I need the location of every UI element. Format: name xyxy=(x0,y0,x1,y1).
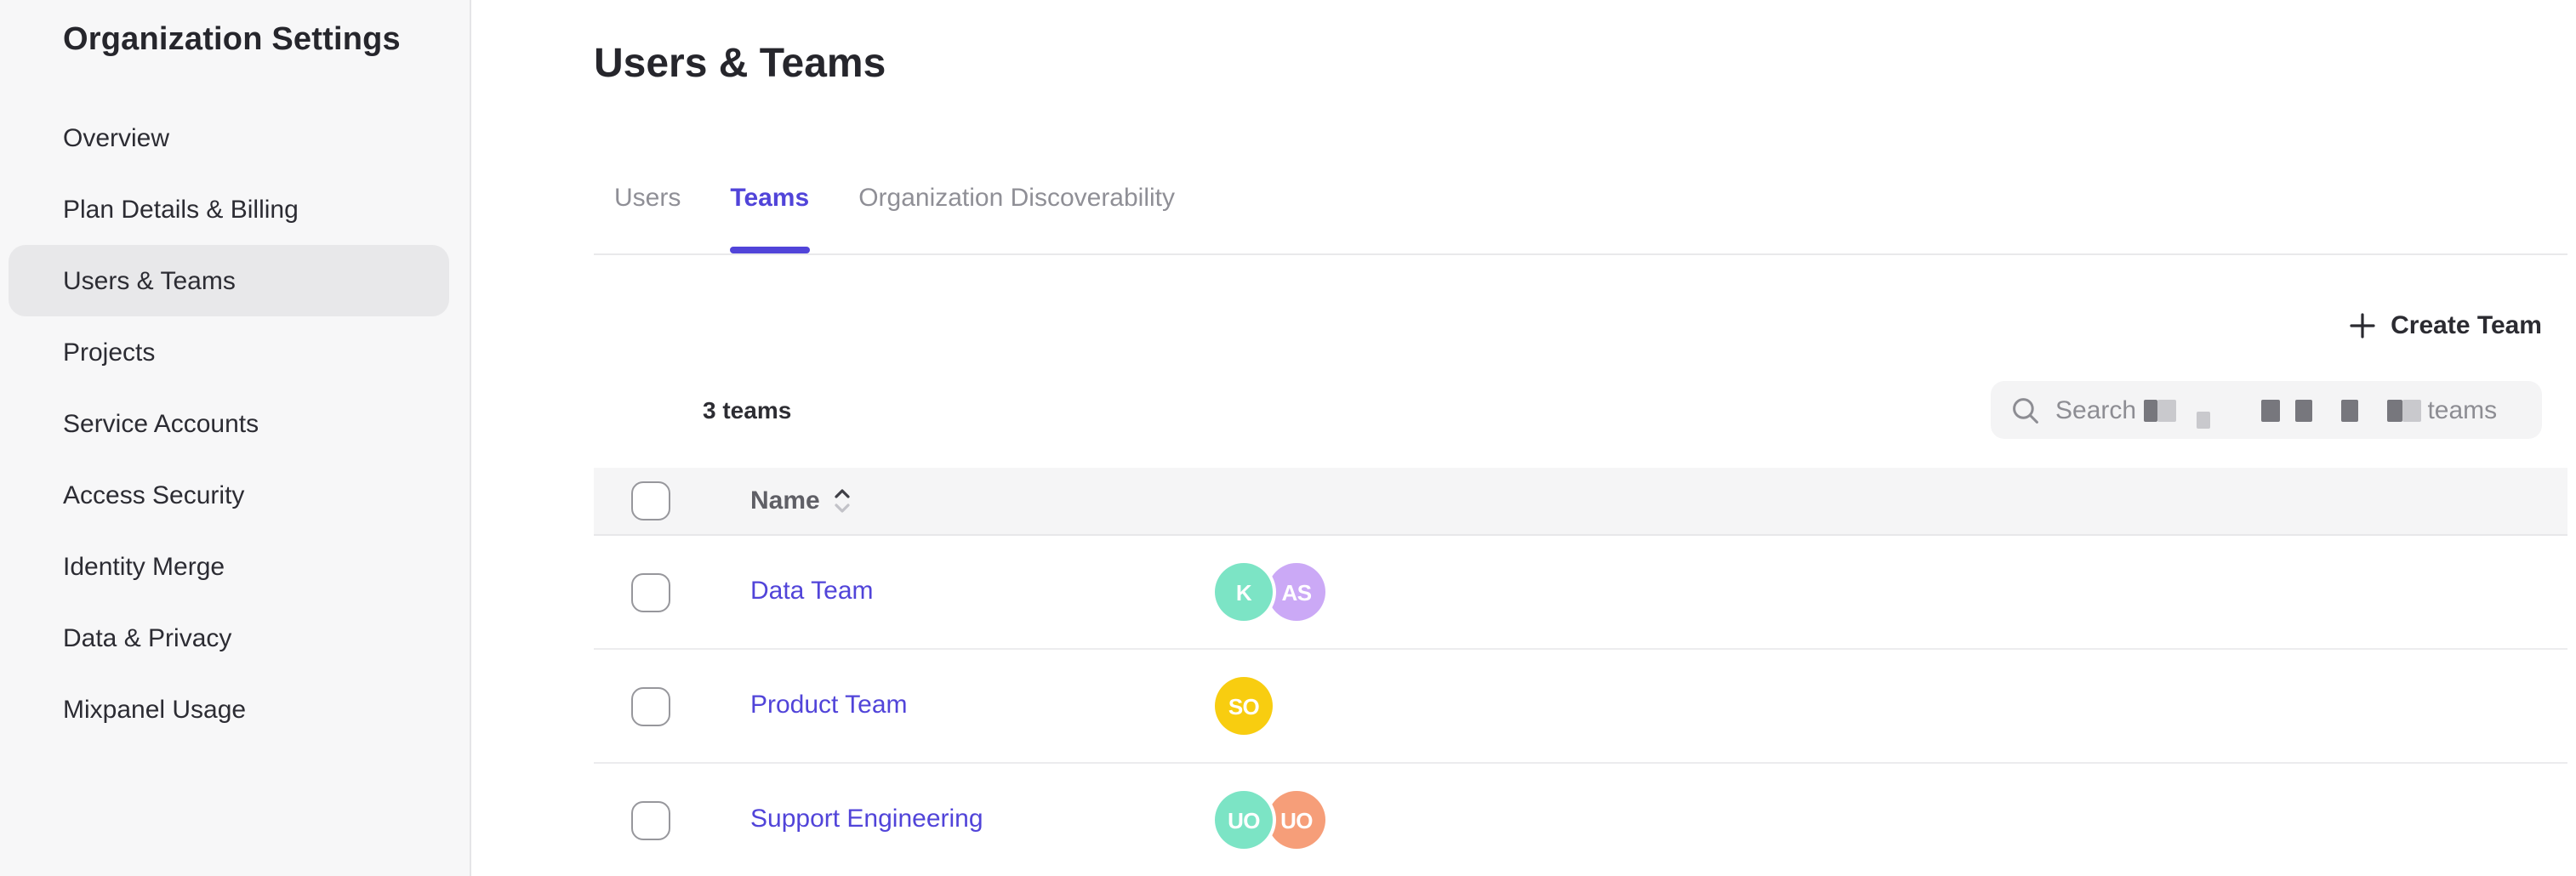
row-checkbox[interactable] xyxy=(631,572,670,611)
sidebar-item-label: Data & Privacy xyxy=(63,623,232,652)
sidebar-title: Organization Settings xyxy=(63,22,401,58)
member-avatar-stack: K AS xyxy=(1215,563,1325,621)
redacted-text-block xyxy=(2402,400,2421,423)
row-checkbox[interactable] xyxy=(631,686,670,725)
sidebar-item-label: Identity Merge xyxy=(63,552,225,581)
team-name-link[interactable]: Data Team xyxy=(750,577,874,606)
sidebar-item-mixpanel-usage[interactable]: Mixpanel Usage xyxy=(9,674,449,745)
sidebar-item-access-security[interactable]: Access Security xyxy=(9,459,449,531)
table-header-row: Name xyxy=(594,468,2567,536)
tab-users[interactable]: Users xyxy=(614,184,681,213)
member-avatar: K xyxy=(1215,563,1273,621)
sidebar-item-label: Projects xyxy=(63,338,156,367)
table-row: Data Team K AS xyxy=(594,536,2567,650)
select-all-checkbox[interactable] xyxy=(631,481,670,520)
sidebar-item-label: Mixpanel Usage xyxy=(63,695,247,724)
member-avatar: SO xyxy=(1215,677,1273,735)
teams-count: 3 teams xyxy=(703,396,792,424)
redacted-text-block xyxy=(2261,400,2281,423)
tab-organization-discoverability[interactable]: Organization Discoverability xyxy=(858,184,1176,213)
teams-table: Name Data Team K AS Product Team SO Support E… xyxy=(594,468,2567,876)
sidebar-item-identity-merge[interactable]: Identity Merge xyxy=(9,531,449,602)
table-row: Support Engineering UO UO xyxy=(594,764,2567,876)
page-title: Users & Teams xyxy=(594,41,886,87)
main-content: Users & Teams Users Teams Organization Dis… xyxy=(471,0,2576,876)
redacted-text-block xyxy=(2295,400,2313,423)
member-avatar: AS xyxy=(1268,563,1325,621)
redacted-text-block xyxy=(2196,411,2210,429)
member-avatar: UO xyxy=(1215,791,1273,849)
redacted-text-block xyxy=(2143,400,2157,423)
create-team-label: Create Team xyxy=(2391,310,2542,339)
row-checkbox[interactable] xyxy=(631,800,670,839)
sidebar-item-label: Users & Teams xyxy=(63,266,236,295)
plus-icon xyxy=(2350,312,2375,338)
table-row: Product Team SO xyxy=(594,650,2567,764)
search-icon xyxy=(2013,397,2038,423)
sidebar-item-label: Access Security xyxy=(63,481,245,509)
member-avatar-stack: SO xyxy=(1215,677,1273,735)
table-body: Data Team K AS Product Team SO Support Engine… xyxy=(594,536,2567,876)
sidebar-nav: Overview Plan Details & Billing Users & Te… xyxy=(9,102,449,745)
create-team-button[interactable]: Create Team xyxy=(2350,310,2542,339)
settings-sidebar: Organization Settings Overview Plan Detai… xyxy=(0,0,471,876)
search-input[interactable]: Search teams xyxy=(1991,381,2542,439)
search-placeholder: Search teams xyxy=(2055,395,2498,429)
tab-teams[interactable]: Teams xyxy=(730,168,811,253)
team-name-link[interactable]: Product Team xyxy=(750,691,908,720)
team-name-link[interactable]: Support Engineering xyxy=(750,805,983,833)
tab-bar: Users Teams Organization Discoverability xyxy=(594,168,2567,255)
search-placeholder-suffix: teams xyxy=(2427,395,2498,424)
redacted-text-block xyxy=(2386,400,2402,423)
table-controls-row: 3 teams Search teams xyxy=(594,381,2542,439)
sidebar-item-projects[interactable]: Projects xyxy=(9,316,449,388)
sidebar-item-label: Overview xyxy=(63,123,170,152)
sidebar-item-service-accounts[interactable]: Service Accounts xyxy=(9,388,449,459)
name-column-header: Name xyxy=(750,486,820,515)
sort-icon[interactable] xyxy=(834,488,851,514)
sidebar-item-label: Service Accounts xyxy=(63,409,259,438)
search-placeholder-prefix: Search xyxy=(2055,395,2137,424)
sidebar-item-label: Plan Details & Billing xyxy=(63,195,299,224)
sidebar-item-overview[interactable]: Overview xyxy=(9,102,449,173)
sidebar-item-users-teams[interactable]: Users & Teams xyxy=(9,245,449,316)
redacted-text-block xyxy=(2341,400,2359,423)
create-team-row: Create Team xyxy=(594,253,2542,396)
sidebar-item-plan-details-billing[interactable]: Plan Details & Billing xyxy=(9,173,449,245)
member-avatar: UO xyxy=(1268,791,1325,849)
redacted-text-block xyxy=(2157,400,2176,423)
member-avatar-stack: UO UO xyxy=(1215,791,1325,849)
sidebar-item-data-privacy[interactable]: Data & Privacy xyxy=(9,602,449,674)
